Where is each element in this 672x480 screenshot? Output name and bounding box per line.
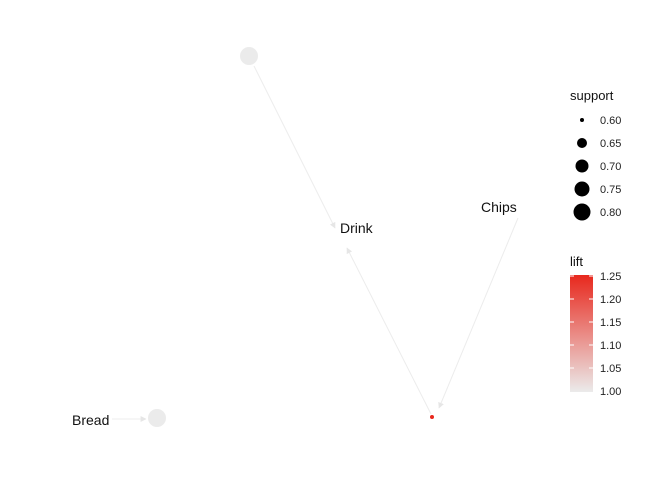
edge-chips-rule2: [438, 217, 519, 409]
rule-node-2: [430, 415, 434, 419]
support-value-3: 0.75: [600, 184, 621, 196]
support-value-4: 0.80: [600, 207, 621, 219]
item-label-drink: Drink: [340, 220, 374, 236]
item-label-bread: Bread: [72, 412, 109, 428]
support-value-2: 0.70: [600, 161, 621, 173]
edge-rule2-drink: [346, 247, 432, 415]
support-key-3: [574, 181, 590, 197]
support-legend-title: support: [570, 88, 614, 103]
support-key-1: [577, 138, 587, 148]
lift-legend-title: lift: [570, 254, 583, 269]
lift-legend: lift 1.25 1.20 1.15 1.10 1.05 1.00: [570, 254, 621, 398]
rule-nodes: [148, 47, 434, 427]
rule-node-1: [240, 47, 258, 65]
rule-node-3: [148, 409, 166, 427]
item-label-chips: Chips: [481, 199, 517, 215]
support-value-0: 0.60: [600, 115, 621, 127]
lift-tick-4: 1.05: [600, 363, 621, 375]
support-value-1: 0.65: [600, 138, 621, 150]
lift-tick-1: 1.20: [600, 294, 621, 306]
lift-tick-2: 1.15: [600, 317, 621, 329]
lift-tick-5: 1.00: [600, 386, 621, 398]
support-key-0: [580, 118, 584, 122]
lift-tick-0: 1.25: [600, 271, 621, 283]
lift-ticks: [570, 275, 593, 369]
edges: [112, 65, 519, 422]
edge-rule1-drink: [253, 65, 336, 229]
support-key-2: [575, 159, 589, 173]
support-key-4: [573, 203, 591, 221]
lift-tick-3: 1.10: [600, 340, 621, 352]
lift-colorbar: [570, 275, 593, 392]
support-legend: support 0.60 0.65 0.70 0.75 0.80: [570, 88, 621, 221]
item-labels: Drink Chips Bread: [72, 199, 517, 428]
